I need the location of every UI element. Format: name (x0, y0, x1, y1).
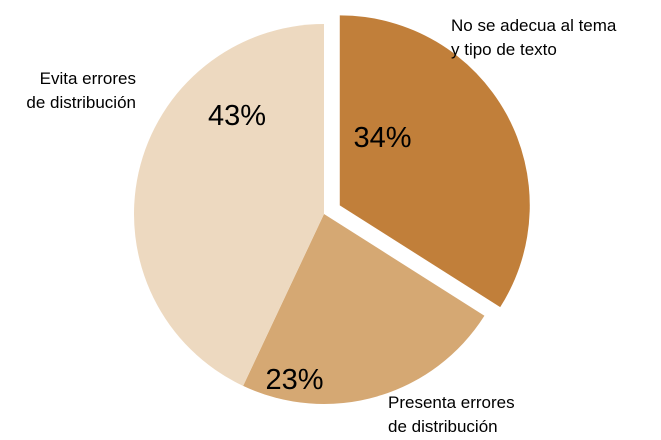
category-label-line: de distribución (388, 417, 498, 436)
pie-slice-evita-errores (134, 24, 324, 386)
category-label-line: Presenta errores (388, 393, 515, 412)
category-label-evita-errores: Evita errores de distribución (26, 69, 136, 112)
category-label-no-se-adecua: No se adecua al tema y tipo de texto (451, 16, 617, 59)
category-label-line: y tipo de texto (451, 40, 557, 59)
category-label-line: de distribución (26, 93, 136, 112)
pie-slice-no-se-adecua (339, 15, 530, 308)
category-label-presenta-errores: Presenta errores de distribución (388, 393, 515, 436)
pie-slice-presenta-errores (243, 214, 485, 405)
category-label-line: No se adecua al tema (451, 16, 617, 35)
value-label-evita-errores: 43% (208, 100, 266, 132)
category-label-line: Evita errores (40, 69, 136, 88)
value-label-presenta-errores: 23% (265, 364, 323, 396)
value-label-no-se-adecua: 34% (353, 122, 411, 154)
